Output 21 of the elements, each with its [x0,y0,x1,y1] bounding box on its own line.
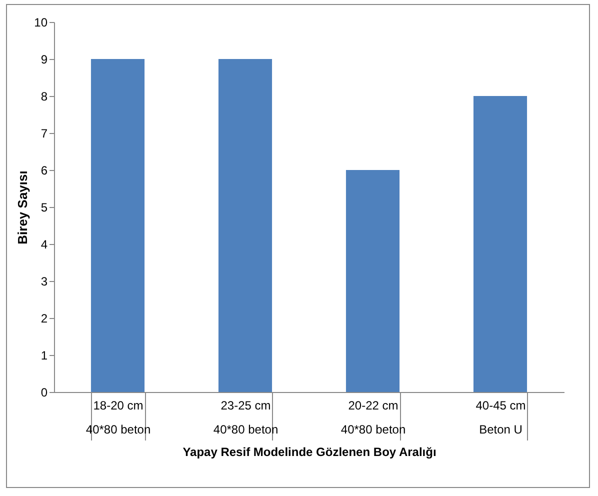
y-tick-label: 1 [40,348,48,362]
bar [90,59,145,392]
bar [218,59,272,392]
y-tick-label: 8 [40,90,48,104]
bar [346,170,400,392]
y-tick-label: 10 [34,16,48,30]
y-axis-title: Birey Sayısı [15,170,30,244]
y-tick-label: 9 [40,52,48,66]
x-tick-label: 18-20 cm 40*80 beton [86,398,151,436]
x-tick-label: 20-22 cm 40*80 beton [340,398,406,436]
x-tick-label: 40-45 cm Beton U [476,398,526,436]
y-tick-label: 3 [40,274,48,288]
y-tick-label: 6 [40,164,48,178]
y-tick-label: 4 [40,238,48,252]
x-axis-title: Yapay Resif Modelinde Gözlenen Boy Aralığı [182,445,436,459]
y-tick-label: 0 [40,386,48,400]
y-tick-label: 7 [40,126,48,140]
bar [473,96,528,392]
y-tick-label: 2 [40,312,48,326]
y-tick-label: 5 [40,200,48,214]
x-tick-label: 23-25 cm 40*80 beton [213,398,278,436]
